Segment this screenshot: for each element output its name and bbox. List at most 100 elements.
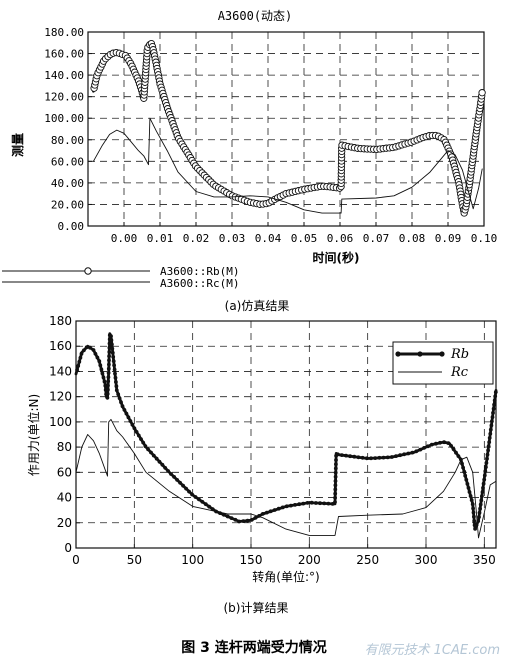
data-point (109, 338, 114, 343)
data-point (95, 355, 100, 360)
data-point (91, 348, 96, 352)
data-point (344, 453, 348, 458)
data-point (322, 501, 327, 506)
data-point (468, 494, 473, 498)
x-tick-label-9: 0.08 (399, 232, 426, 245)
data-point (110, 342, 114, 347)
chart-b-legend-rb-dot-mid (417, 351, 423, 357)
data-point (124, 411, 129, 416)
data-point (334, 458, 338, 462)
data-point (466, 486, 471, 490)
x-tick-label-0: 0 (72, 553, 80, 567)
data-point (352, 454, 357, 459)
y-tick-label-5: 100 (49, 415, 72, 429)
data-point (481, 486, 485, 490)
data-point (117, 396, 122, 401)
data-point (106, 383, 110, 388)
data-point (301, 501, 306, 506)
data-point (101, 375, 106, 380)
data-point (225, 514, 230, 519)
data-point (120, 404, 125, 409)
data-point (111, 359, 116, 363)
data-point (97, 359, 102, 364)
data-point (166, 469, 171, 473)
data-point (422, 446, 426, 450)
watermark-logo: 有限元技术 1CAE.com (365, 643, 501, 658)
data-point (491, 411, 495, 415)
x-tick-label-6: 0.05 (291, 232, 318, 245)
data-point (465, 482, 470, 486)
chart-b-x-ticks: 0 50 100 150 200 250 300 350 (72, 544, 496, 567)
data-point (112, 363, 116, 368)
data-point (478, 502, 483, 507)
data-point (178, 480, 183, 485)
data-point (229, 516, 234, 520)
data-point (111, 355, 116, 359)
data-point (470, 502, 475, 507)
data-point (434, 441, 438, 446)
data-point (169, 472, 173, 476)
data-point (193, 495, 198, 499)
chart-b-legend: Rb Rc (392, 341, 494, 385)
chart-b-legend-rb-dot-left (395, 351, 401, 357)
data-point (102, 379, 107, 384)
data-point (253, 516, 258, 520)
data-point (151, 453, 156, 458)
data-point (268, 509, 273, 514)
data-point (143, 444, 148, 449)
data-point (139, 437, 143, 441)
data-point (456, 454, 461, 458)
data-point (146, 447, 151, 452)
data-point (446, 441, 451, 445)
data-point (184, 486, 189, 491)
chart-a-y-ticks: 0.00 20.00 40.00 60.00 80.00 100.00 120.00 140.… (44, 26, 92, 233)
data-point (360, 455, 365, 460)
data-point (454, 450, 458, 455)
data-point (79, 351, 84, 356)
data-point (469, 498, 474, 502)
data-point (172, 475, 177, 479)
data-point (82, 348, 86, 353)
data-point (483, 469, 488, 474)
x-tick-label-1: 0.00 (111, 232, 138, 245)
data-point (245, 518, 250, 523)
data-point (481, 481, 486, 486)
chart-a-caption: (a)仿真结果 (225, 299, 290, 313)
data-point (364, 456, 369, 461)
data-point (314, 501, 318, 505)
chart-a-plot-frame (87, 31, 485, 227)
data-point (333, 466, 338, 471)
data-point (163, 466, 168, 470)
data-point (110, 346, 115, 351)
data-point (107, 350, 112, 354)
chart-a-title: A3600(动态) (218, 9, 293, 23)
data-point (490, 415, 495, 419)
y-tick-label-7: 140.00 (44, 69, 84, 82)
data-point (429, 442, 434, 447)
y-tick-label-6: 120 (49, 390, 72, 404)
data-point (463, 473, 468, 478)
data-point (333, 470, 338, 475)
data-point (107, 345, 112, 350)
data-point (309, 500, 314, 505)
y-tick-label-3: 60.00 (51, 155, 84, 168)
figure-caption: 图 3 连杆两端受力情况 (181, 639, 327, 656)
x-tick-label-2: 100 (181, 553, 204, 567)
chart-b-y-axis-label: 作用力(单位:N) (26, 394, 41, 476)
data-point (119, 400, 123, 405)
data-point (490, 419, 494, 424)
data-point (487, 436, 492, 440)
data-point (109, 334, 113, 338)
data-point (157, 459, 162, 464)
data-point (373, 456, 378, 460)
data-point (464, 477, 469, 482)
data-point (489, 423, 494, 428)
chart-a-legend-rc-label: A3600::Rc(M) (160, 277, 239, 290)
x-tick-label-7: 350 (473, 553, 496, 567)
data-point (467, 490, 472, 494)
data-point (149, 450, 153, 455)
data-point (98, 363, 103, 368)
data-point (472, 514, 476, 519)
data-point (112, 367, 117, 372)
